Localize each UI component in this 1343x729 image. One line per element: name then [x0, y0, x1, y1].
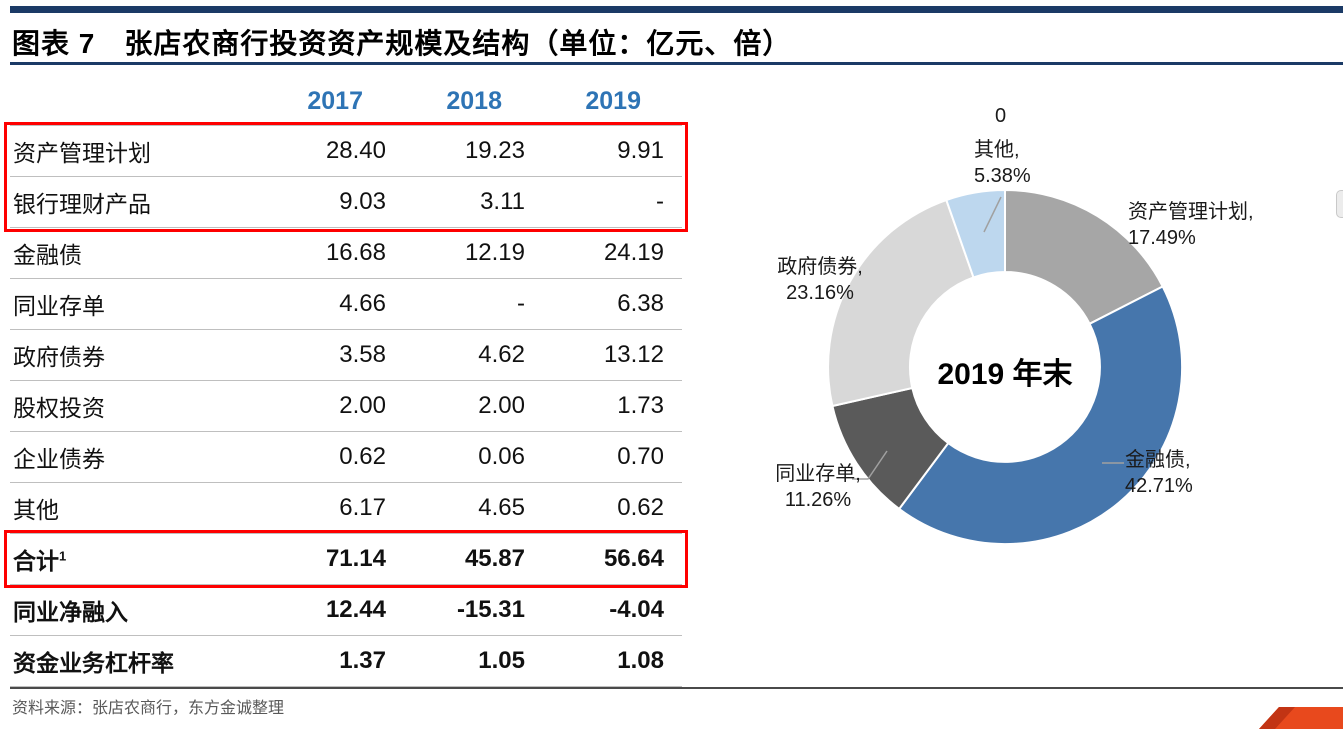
value-cell: 1.05: [478, 647, 525, 674]
row-label: 资产管理计划: [13, 140, 151, 166]
value-cell: 28.40: [325, 137, 386, 164]
top-rule: [10, 6, 1343, 13]
value-cell: 45.87: [464, 545, 525, 572]
row-label: 其他: [13, 497, 59, 523]
pie-slice: [945, 188, 1006, 279]
footnote-marker: 1: [59, 548, 67, 564]
pie-label-other: 其他, 5.38%: [974, 137, 1031, 189]
pie-label-name: 同业存单,: [775, 463, 861, 485]
table-row: 金融债 16.68 12.19 24.19: [10, 228, 682, 279]
source-divider-rule: [10, 687, 1343, 689]
donut-center-label: 2019 年末: [937, 358, 1073, 391]
table-header-row: 2017 2018 2019: [10, 78, 682, 126]
pie-slice: [897, 285, 1184, 546]
pie-label-name: 其他,: [974, 139, 1020, 161]
value-cell: -15.31: [456, 596, 525, 623]
value-cell: 3.58: [339, 341, 386, 368]
year-header-2018: 2018: [446, 87, 502, 115]
year-header-2017: 2017: [307, 87, 363, 115]
value-cell: 1.08: [617, 647, 664, 674]
value-cell: 9.03: [339, 188, 386, 215]
figure-title: 图表 7 张店农商行投资资产规模及结构（单位：亿元、倍）: [12, 28, 792, 59]
table-row: 银行理财产品 9.03 3.11 -: [10, 177, 682, 228]
title-underline-rule: [10, 62, 1343, 65]
value-cell: 2.00: [478, 392, 525, 419]
table-row: 股权投资 2.00 2.00 1.73: [10, 381, 682, 432]
pie-label-percent: 11.26%: [784, 489, 852, 511]
row-label: 合计1: [13, 548, 67, 574]
row-label: 股权投资: [13, 395, 105, 421]
row-label: 政府债券: [13, 344, 105, 370]
row-label: 银行理财产品: [13, 191, 151, 217]
value-cell: 24.19: [603, 239, 664, 266]
logo-orange-shape: [1259, 707, 1343, 729]
value-cell: 4.65: [478, 494, 525, 521]
row-label: 资金业务杠杆率: [13, 650, 174, 676]
value-cell: 4.66: [339, 290, 386, 317]
value-cell: 1.73: [617, 392, 664, 419]
pie-label-gov-bond: 政府债券, 23.16%: [765, 254, 875, 306]
table-row: 同业存单 4.66 - 6.38: [10, 279, 682, 330]
row-label: 企业债券: [13, 446, 105, 472]
pie-zero-label: 0: [995, 105, 1007, 127]
value-cell: 6.38: [617, 290, 664, 317]
value-cell: -: [517, 290, 525, 317]
table-row: 资金业务杠杆率 1.37 1.05 1.08: [10, 636, 682, 687]
value-cell: 13.12: [603, 341, 664, 368]
value-cell: -: [656, 188, 664, 215]
source-note: 资料来源：张店农商行，东方金诚整理: [12, 700, 285, 717]
value-cell: 71.14: [325, 545, 386, 572]
table-row: 企业债券 0.62 0.06 0.70: [10, 432, 682, 483]
value-cell: -4.04: [609, 596, 664, 623]
value-cell: 56.64: [603, 545, 664, 572]
table-row: 资产管理计划 28.40 19.23 9.91: [10, 126, 682, 177]
value-cell: 2.00: [339, 392, 386, 419]
value-cell: 3.11: [480, 188, 525, 215]
right-edge-artifact: [1336, 190, 1343, 218]
table-row: 其他 6.17 4.65 0.62: [10, 483, 682, 534]
value-cell: 0.06: [478, 443, 525, 470]
value-cell: 12.19: [464, 239, 525, 266]
value-cell: 0.62: [617, 494, 664, 521]
value-cell: 19.23: [464, 137, 525, 164]
pie-label-asset-mgmt-plan: 资产管理计划, 17.49%: [1128, 199, 1254, 251]
value-cell: 16.68: [325, 239, 386, 266]
pie-label-percent: 23.16%: [786, 282, 854, 304]
pie-label-name: 金融债,: [1125, 449, 1191, 471]
value-cell: 9.91: [617, 137, 664, 164]
logo-fragment: [1243, 707, 1343, 729]
value-cell: 0.62: [339, 443, 386, 470]
value-cell: 6.17: [339, 494, 386, 521]
row-label: 同业净融入: [13, 599, 128, 625]
value-cell: 4.62: [478, 341, 525, 368]
leader-lines-group: [852, 196, 1124, 480]
row-label: 金融债: [13, 242, 82, 268]
table-row: 同业净融入 12.44 -15.31 -4.04: [10, 585, 682, 636]
pie-label-percent: 5.38%: [974, 165, 1031, 187]
pie-label-percent: 42.71%: [1125, 475, 1193, 497]
pie-label-name: 政府债券,: [777, 256, 863, 278]
pie-label-name: 资产管理计划,: [1128, 201, 1254, 223]
value-cell: 0.70: [617, 443, 664, 470]
pie-label-financial-bond: 金融债, 42.71%: [1125, 447, 1193, 499]
pie-label-interbank-cd: 同业存单, 11.26%: [763, 461, 873, 513]
value-cell: 12.44: [325, 596, 386, 623]
pie-label-percent: 17.49%: [1128, 227, 1196, 249]
table-row: 政府债券 3.58 4.62 13.12: [10, 330, 682, 381]
table-row-total: 合计1 71.14 45.87 56.64: [10, 534, 682, 585]
value-cell: 1.37: [339, 647, 386, 674]
leader-line-other: [983, 196, 1002, 233]
investment-assets-table: 2017 2018 2019 资产管理计划 28.40 19.23 9.91 银…: [4, 78, 688, 687]
row-label: 同业存单: [13, 293, 105, 319]
year-header-2019: 2019: [585, 87, 641, 115]
